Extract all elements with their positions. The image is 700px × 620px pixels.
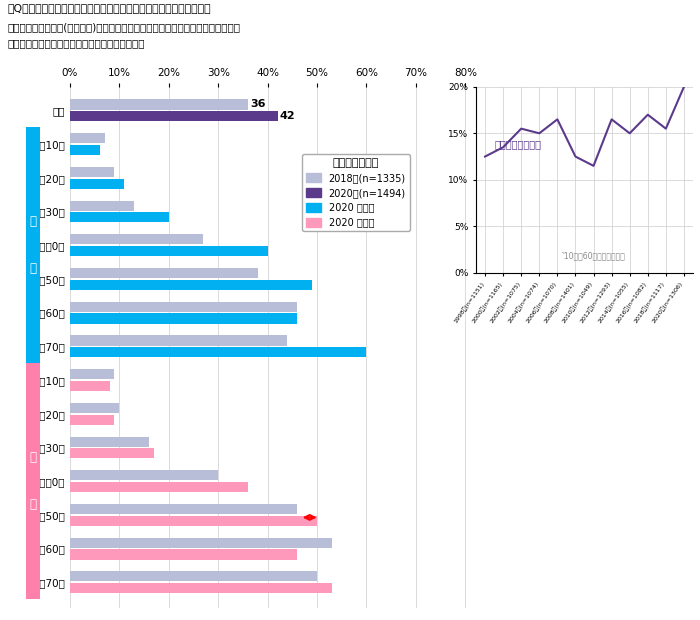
Text: ９の選択肢を提示(複数回答)したうち、棒グラフは「身体の老化防止」の回答率: ９の選択肢を提示(複数回答)したうち、棒グラフは「身体の老化防止」の回答率 bbox=[7, 22, 240, 32]
Bar bbox=[70, 369, 115, 379]
Bar bbox=[70, 470, 218, 480]
Bar bbox=[70, 280, 312, 290]
Bar bbox=[25, 127, 41, 363]
Bar bbox=[25, 363, 41, 599]
Bar bbox=[70, 335, 288, 345]
Legend: 2018年(n=1335), 2020年(n=1494), 2020 年男性, 2020 年女性: 2018年(n=1335), 2020年(n=1494), 2020 年男性, … bbox=[302, 154, 409, 231]
Text: 男: 男 bbox=[29, 215, 36, 228]
Text: 性: 性 bbox=[29, 498, 36, 511]
Bar bbox=[70, 133, 104, 143]
Bar bbox=[70, 179, 125, 188]
Text: 「Q．あなたが関心のあることは？番号を３つまでご記入下さい。」: 「Q．あなたが関心のあることは？番号を３つまでご記入下さい。」 bbox=[7, 3, 211, 13]
Bar bbox=[70, 145, 99, 155]
Bar bbox=[70, 246, 267, 256]
Bar bbox=[70, 516, 317, 526]
Bar bbox=[70, 111, 277, 122]
Bar bbox=[70, 167, 115, 177]
Text: 女: 女 bbox=[29, 451, 36, 464]
Bar bbox=[70, 415, 115, 425]
Text: 性: 性 bbox=[29, 262, 36, 275]
Bar bbox=[70, 436, 149, 446]
Text: 42: 42 bbox=[280, 112, 295, 122]
Bar bbox=[70, 504, 298, 514]
Bar bbox=[70, 99, 248, 110]
Text: 折れ線グラフは「外見の若さを保つ」の回答率: 折れ線グラフは「外見の若さを保つ」の回答率 bbox=[7, 38, 144, 48]
Bar bbox=[70, 314, 298, 324]
Text: 外見の若さを保つ: 外見の若さを保つ bbox=[494, 140, 541, 149]
Bar bbox=[70, 302, 298, 312]
Text: ‶10代～60代男女計で比較: ‶10代～60代男女計で比較 bbox=[561, 252, 626, 261]
Bar bbox=[70, 213, 169, 223]
Bar bbox=[70, 268, 258, 278]
Bar bbox=[70, 234, 204, 244]
Bar bbox=[70, 538, 332, 547]
Bar bbox=[70, 482, 248, 492]
Bar bbox=[70, 583, 332, 593]
Bar bbox=[70, 403, 120, 413]
Bar bbox=[70, 200, 134, 211]
Text: 36: 36 bbox=[251, 99, 266, 110]
Bar bbox=[70, 448, 154, 458]
Bar bbox=[70, 572, 317, 582]
Bar bbox=[70, 549, 298, 560]
Bar bbox=[70, 381, 109, 391]
Bar bbox=[70, 347, 367, 357]
